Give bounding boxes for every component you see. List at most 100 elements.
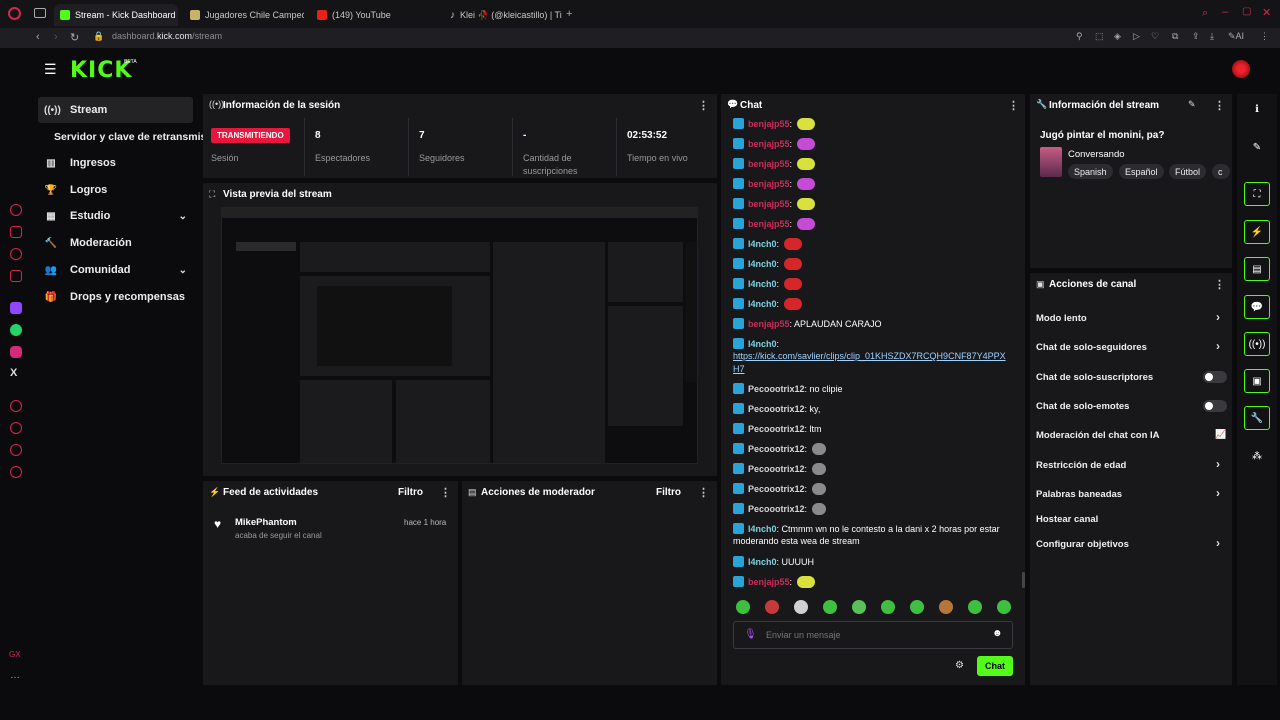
chat-emote-icon[interactable] [783,298,802,310]
heart-icon[interactable]: ♡ [1151,31,1160,41]
url-field[interactable]: dashboard.kick.com/stream [112,31,223,41]
tab-kick-dashboard[interactable]: Stream - Kick Dashboard [54,4,178,26]
chat-emote-icon[interactable] [796,138,815,150]
browser-logo-icon[interactable] [8,7,21,20]
instagram-icon[interactable] [10,346,22,358]
quick-emote[interactable] [881,600,895,614]
chat-toggle-icon[interactable]: 💬 [1244,295,1270,319]
close-icon[interactable]: ✕ [1262,7,1272,19]
nav-item-estudio[interactable]: ▦ Estudio ⌄ [38,203,193,229]
chat-emote-icon[interactable] [796,198,815,210]
quick-emote[interactable] [939,600,953,614]
chevron-right-icon[interactable]: › [1216,339,1220,353]
chat-emote-icon[interactable] [796,118,815,130]
chat-username[interactable]: benjajp55 [748,139,790,149]
quick-emote[interactable] [852,600,866,614]
chat-username[interactable]: Pecoootrix12 [748,404,805,414]
actions-toggle-icon[interactable]: ▣ [1244,369,1270,393]
action-banned-words[interactable]: Palabras baneadas [1036,489,1123,500]
sidebar-more-icon[interactable]: … [10,670,20,681]
sidebar-game-icon[interactable] [10,248,22,260]
chat-username[interactable]: l4nch0 [748,557,777,567]
layout-icon[interactable]: ⁂ [1252,450,1262,462]
chat-username[interactable]: Pecoootrix12 [748,424,805,434]
quick-emote[interactable] [736,600,750,614]
chat-emote-icon[interactable] [811,463,826,475]
chat-emote-icon[interactable] [796,158,815,170]
hamburger-menu-icon[interactable]: ☰ [44,61,57,77]
nav-item-drops[interactable]: 🎁 Drops y recompensas [38,284,193,310]
chat-username[interactable]: benjajp55 [748,319,790,329]
quick-emote[interactable] [794,600,808,614]
chat-emote-icon[interactable] [811,503,826,515]
action-subscribers-only[interactable]: Chat de solo-suscriptores [1036,372,1154,383]
chat-username[interactable]: l4nch0 [748,279,777,289]
wrench-toggle-icon[interactable]: 🔧 [1244,406,1270,430]
chat-emote-icon[interactable] [783,238,802,250]
new-tab-icon[interactable]: + [566,8,573,20]
chat-username[interactable]: benjajp55 [748,179,790,189]
stream-preview-video[interactable] [221,207,698,464]
chat-link-cont[interactable]: H7 [733,364,745,374]
more-options-icon[interactable]: ⋮ [440,487,451,499]
menu-icon[interactable]: ⋮ [1260,31,1269,41]
action-host-channel[interactable]: Hostear canal [1036,514,1099,525]
stream-category[interactable]: Conversando [1068,149,1125,160]
quick-emote[interactable] [968,600,982,614]
chat-username[interactable]: Pecoootrix12 [748,444,805,454]
sidebar-gx-icon[interactable]: GX [9,650,21,659]
chat-message-input[interactable]: 🎙 ☻ [733,621,1013,649]
whatsapp-icon[interactable] [10,324,22,336]
chat-username[interactable]: Pecoootrix12 [748,384,805,394]
emotes-only-toggle[interactable] [1203,400,1227,412]
reload-icon[interactable]: ↻ [70,32,80,44]
nav-item-logros[interactable]: 🏆 Logros [38,177,193,203]
extensions-icon[interactable]: ⧉ [1172,31,1179,41]
chat-emote-icon[interactable] [796,576,815,588]
chat-username[interactable]: benjajp55 [748,577,790,587]
nav-item-ingresos[interactable]: ▥ Ingresos [38,150,193,176]
quick-emote[interactable] [823,600,837,614]
chat-username[interactable]: benjajp55 [748,199,790,209]
subscribers-only-toggle[interactable] [1203,371,1227,383]
back-icon[interactable]: ‹ [36,31,40,43]
chevron-right-icon[interactable]: › [1216,486,1220,500]
chat-emote-icon[interactable] [783,278,802,290]
nav-item-comunidad[interactable]: 👥 Comunidad ⌄ [38,257,193,283]
chat-username[interactable]: l4nch0 [748,259,777,269]
chat-emote-icon[interactable] [796,178,815,190]
more-options-icon[interactable]: ⋮ [698,487,709,499]
chat-input[interactable] [766,628,986,642]
chat-emote-icon[interactable] [796,218,815,230]
nav-item-stream[interactable]: ((•)) Stream [38,97,193,123]
chat-username[interactable]: l4nch0 [748,524,777,534]
chat-link[interactable]: https://kick.com/savlier/clips/clip_01KH… [733,351,1006,361]
tab-overview-icon[interactable] [34,8,46,18]
sidebar-cube-icon[interactable] [10,444,22,456]
edit-pencil-icon[interactable]: ✎ [1188,99,1196,109]
chevron-right-icon[interactable]: › [1216,536,1220,550]
twitch-icon[interactable] [10,302,22,314]
edit-icon[interactable]: ✎ [1252,141,1262,153]
chat-username[interactable]: Pecoootrix12 [748,464,805,474]
chat-emote-icon[interactable] [783,258,802,270]
nav-item-server-key[interactable]: Servidor y clave de retransmisión [54,124,204,150]
broadcast-toggle-icon[interactable]: ((•)) [1244,332,1270,356]
chat-username[interactable]: l4nch0 [748,339,777,349]
activity-username[interactable]: MikePhantom [235,517,297,528]
chevron-right-icon[interactable]: › [1216,310,1220,324]
sidebar-settings-icon[interactable] [10,466,22,478]
maximize-icon[interactable]: ▢ [1242,6,1252,17]
activity-toggle-icon[interactable]: ⚡ [1244,220,1270,244]
more-options-icon[interactable]: ⋮ [1214,279,1225,291]
quick-emote[interactable] [910,600,924,614]
chevron-right-icon[interactable]: › [1216,457,1220,471]
chat-username[interactable]: benjajp55 [748,219,790,229]
chat-username[interactable]: benjajp55 [748,119,790,129]
action-set-goals[interactable]: Configurar objetivos [1036,539,1129,550]
chat-username[interactable]: l4nch0 [748,239,777,249]
activity-filter-button[interactable]: Filtro [398,487,423,498]
more-options-icon[interactable]: ⋮ [1214,100,1225,112]
screenshot-icon[interactable]: ⬚ [1095,31,1104,41]
mod-filter-button[interactable]: Filtro [656,487,681,498]
